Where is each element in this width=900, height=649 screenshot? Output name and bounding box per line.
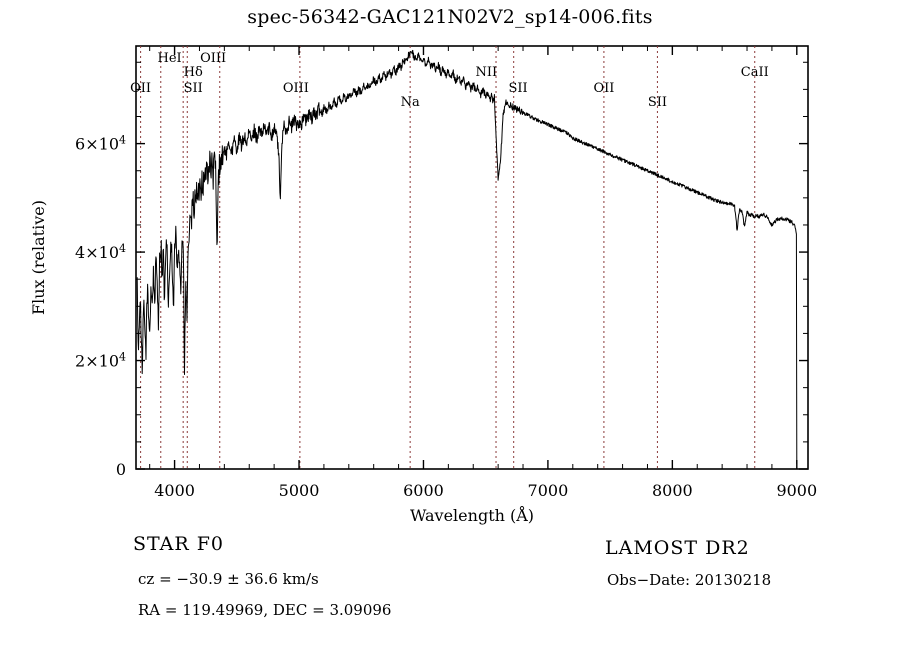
y-tick-label-0: 0 [116,460,126,479]
y-axis-title: Flux (relative) [29,200,48,315]
x-tick-label-5000: 5000 [279,481,320,500]
spectral-line-label-NII-7: NII [475,65,497,80]
spectral-line-label-OIII-4: OIII [200,51,226,66]
x-axis-title: Wavelength (Å) [410,505,534,525]
spectral-line-label-SII-10: SII [648,95,667,110]
footer-survey-name: LAMOST DR2 [605,537,750,559]
y-tick-label-40000: 4×104 [75,242,126,262]
x-tick-label-9000: 9000 [776,481,817,500]
footer-object-type: STAR F0 [133,533,224,555]
spectral-line-label-Na-6: Na [401,95,420,110]
footer-radial-velocity: cz = −30.9 ± 36.6 km/s [138,570,319,588]
spectral-line-label-OII-0: OII [130,81,151,96]
y-tick-label-20000: 2×104 [75,351,126,371]
y-tick-label-60000: 6×104 [75,134,126,154]
footer-observation-date: Obs−Date: 20130218 [607,571,772,589]
spectral-line-label-OII-9: OII [593,81,614,96]
spectral-line-label-SII-3: SII [184,81,203,96]
spectral-line-label-OIII-5: OIII [283,81,309,96]
x-tick-label-8000: 8000 [652,481,693,500]
spectrum-trace [136,49,798,465]
plot-frame [135,45,809,470]
spectral-line-label-H-2: Hδ [184,65,203,80]
spectral-line-label-CaII-11: CaII [741,65,769,80]
x-tick-label-4000: 4000 [154,481,195,500]
spectral-line-label-SII-8: SII [508,81,527,96]
page-title: spec-56342-GAC121N02V2_sp14-006.fits [247,6,653,28]
spectral-line-label-HeI-1: HeI [158,51,182,66]
x-tick-label-6000: 6000 [403,481,444,500]
x-tick-label-7000: 7000 [528,481,569,500]
footer-coordinates: RA = 119.49969, DEC = 3.09096 [138,601,392,619]
